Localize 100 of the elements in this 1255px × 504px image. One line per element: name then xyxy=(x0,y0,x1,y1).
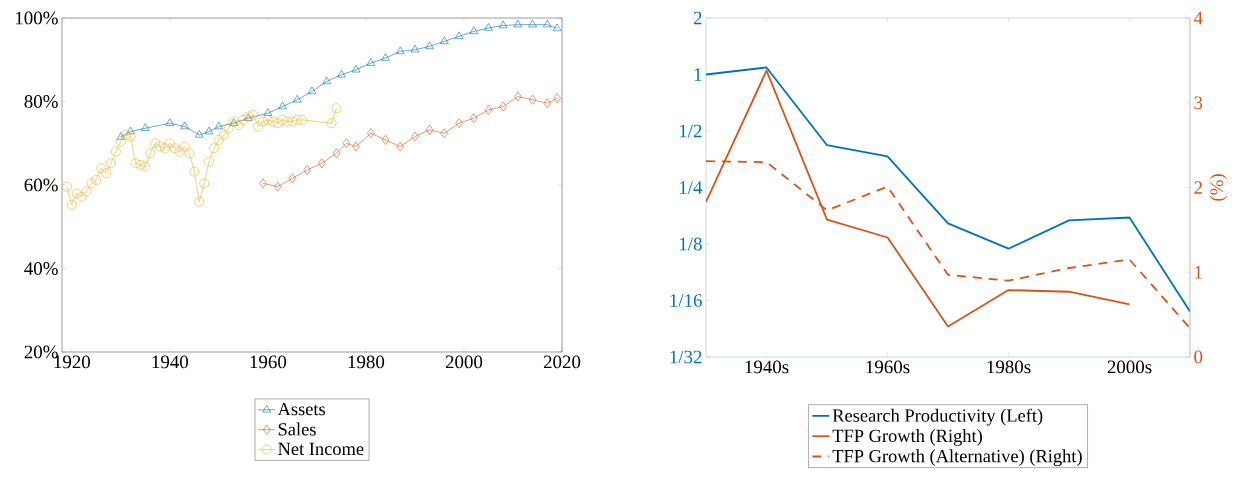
point xyxy=(101,168,111,179)
point xyxy=(209,143,219,154)
point xyxy=(543,98,552,109)
point xyxy=(111,146,121,157)
point xyxy=(263,108,273,116)
y-tick-label: 1/32 xyxy=(670,350,702,364)
point xyxy=(499,101,507,112)
point xyxy=(140,161,151,172)
point xyxy=(553,93,561,104)
point xyxy=(455,118,463,129)
point xyxy=(425,125,434,135)
point xyxy=(282,116,293,127)
point xyxy=(218,130,229,140)
point xyxy=(337,69,346,78)
point xyxy=(318,158,326,169)
point xyxy=(381,135,390,145)
point xyxy=(513,19,523,28)
y-tick-label: 2 xyxy=(693,11,702,25)
point xyxy=(278,101,287,110)
legend-label: Research Productivity (Left) xyxy=(832,408,1043,426)
point xyxy=(248,109,259,120)
point xyxy=(164,138,175,149)
point xyxy=(288,173,297,184)
point xyxy=(160,143,170,154)
point xyxy=(411,131,419,142)
point xyxy=(410,44,420,53)
point xyxy=(189,166,200,177)
point xyxy=(331,103,342,114)
point xyxy=(484,23,493,31)
point xyxy=(454,31,464,39)
point xyxy=(469,26,479,34)
point xyxy=(332,148,341,159)
point xyxy=(174,146,185,157)
point xyxy=(116,132,126,140)
legend-label: TFP Growth (Right) xyxy=(832,429,982,446)
point xyxy=(326,118,337,129)
point xyxy=(179,141,190,152)
point xyxy=(351,64,361,73)
point xyxy=(71,188,82,199)
point xyxy=(91,175,102,185)
x-tick-label: 1980 xyxy=(348,355,385,369)
point xyxy=(106,158,116,169)
point xyxy=(440,36,449,44)
point xyxy=(223,123,234,134)
point xyxy=(267,116,278,127)
point xyxy=(277,114,288,125)
y-tick-label: 1/8 xyxy=(679,237,702,251)
point xyxy=(292,114,303,125)
point xyxy=(62,181,72,192)
point xyxy=(155,141,165,152)
y2-tick-label: 0 xyxy=(1194,350,1203,364)
point xyxy=(194,130,204,138)
point xyxy=(125,131,136,142)
point xyxy=(115,136,126,147)
legend-label: Net Income xyxy=(278,442,364,456)
point xyxy=(86,178,97,189)
point xyxy=(135,160,146,170)
y-tick-label: 60% xyxy=(24,178,58,192)
x-tick-label: 1960 xyxy=(250,355,287,369)
point xyxy=(180,121,189,130)
y-tick-label: 1/16 xyxy=(670,294,702,307)
y-tick-label: 1 xyxy=(694,68,702,81)
point xyxy=(199,178,210,189)
y-tick-label: 100% xyxy=(15,11,58,25)
point xyxy=(204,156,214,167)
point xyxy=(150,138,161,149)
legend-label: Sales xyxy=(278,422,316,436)
point xyxy=(126,126,135,135)
point xyxy=(194,196,205,207)
point xyxy=(303,165,311,175)
point xyxy=(184,148,195,159)
y2-tick-label: 3 xyxy=(1194,96,1203,110)
x-tick-label: 1940 xyxy=(152,355,189,369)
point xyxy=(81,186,92,197)
y2-axis-title: (%) xyxy=(1209,174,1227,201)
x-tick-label: 2020 xyxy=(543,355,581,369)
point xyxy=(307,86,317,95)
line-series xyxy=(706,66,1190,313)
point xyxy=(259,178,267,189)
x-tick-label: 1940s xyxy=(745,360,789,374)
y-tick-label: 80% xyxy=(24,95,58,108)
y-tick-label: 1/4 xyxy=(679,181,703,194)
point xyxy=(272,118,283,129)
y-tick-label: 40% xyxy=(24,262,58,275)
point xyxy=(238,114,249,125)
point xyxy=(204,126,214,135)
point xyxy=(552,23,562,32)
point xyxy=(396,141,404,152)
x-tick-label: 1980s xyxy=(987,360,1031,374)
point xyxy=(141,123,150,131)
point xyxy=(498,20,508,29)
point xyxy=(484,104,493,115)
point xyxy=(322,76,331,85)
point xyxy=(169,143,180,154)
point xyxy=(76,191,87,202)
point xyxy=(440,128,449,139)
point xyxy=(263,114,273,125)
point xyxy=(253,121,263,132)
point xyxy=(120,130,131,140)
point xyxy=(528,94,537,105)
